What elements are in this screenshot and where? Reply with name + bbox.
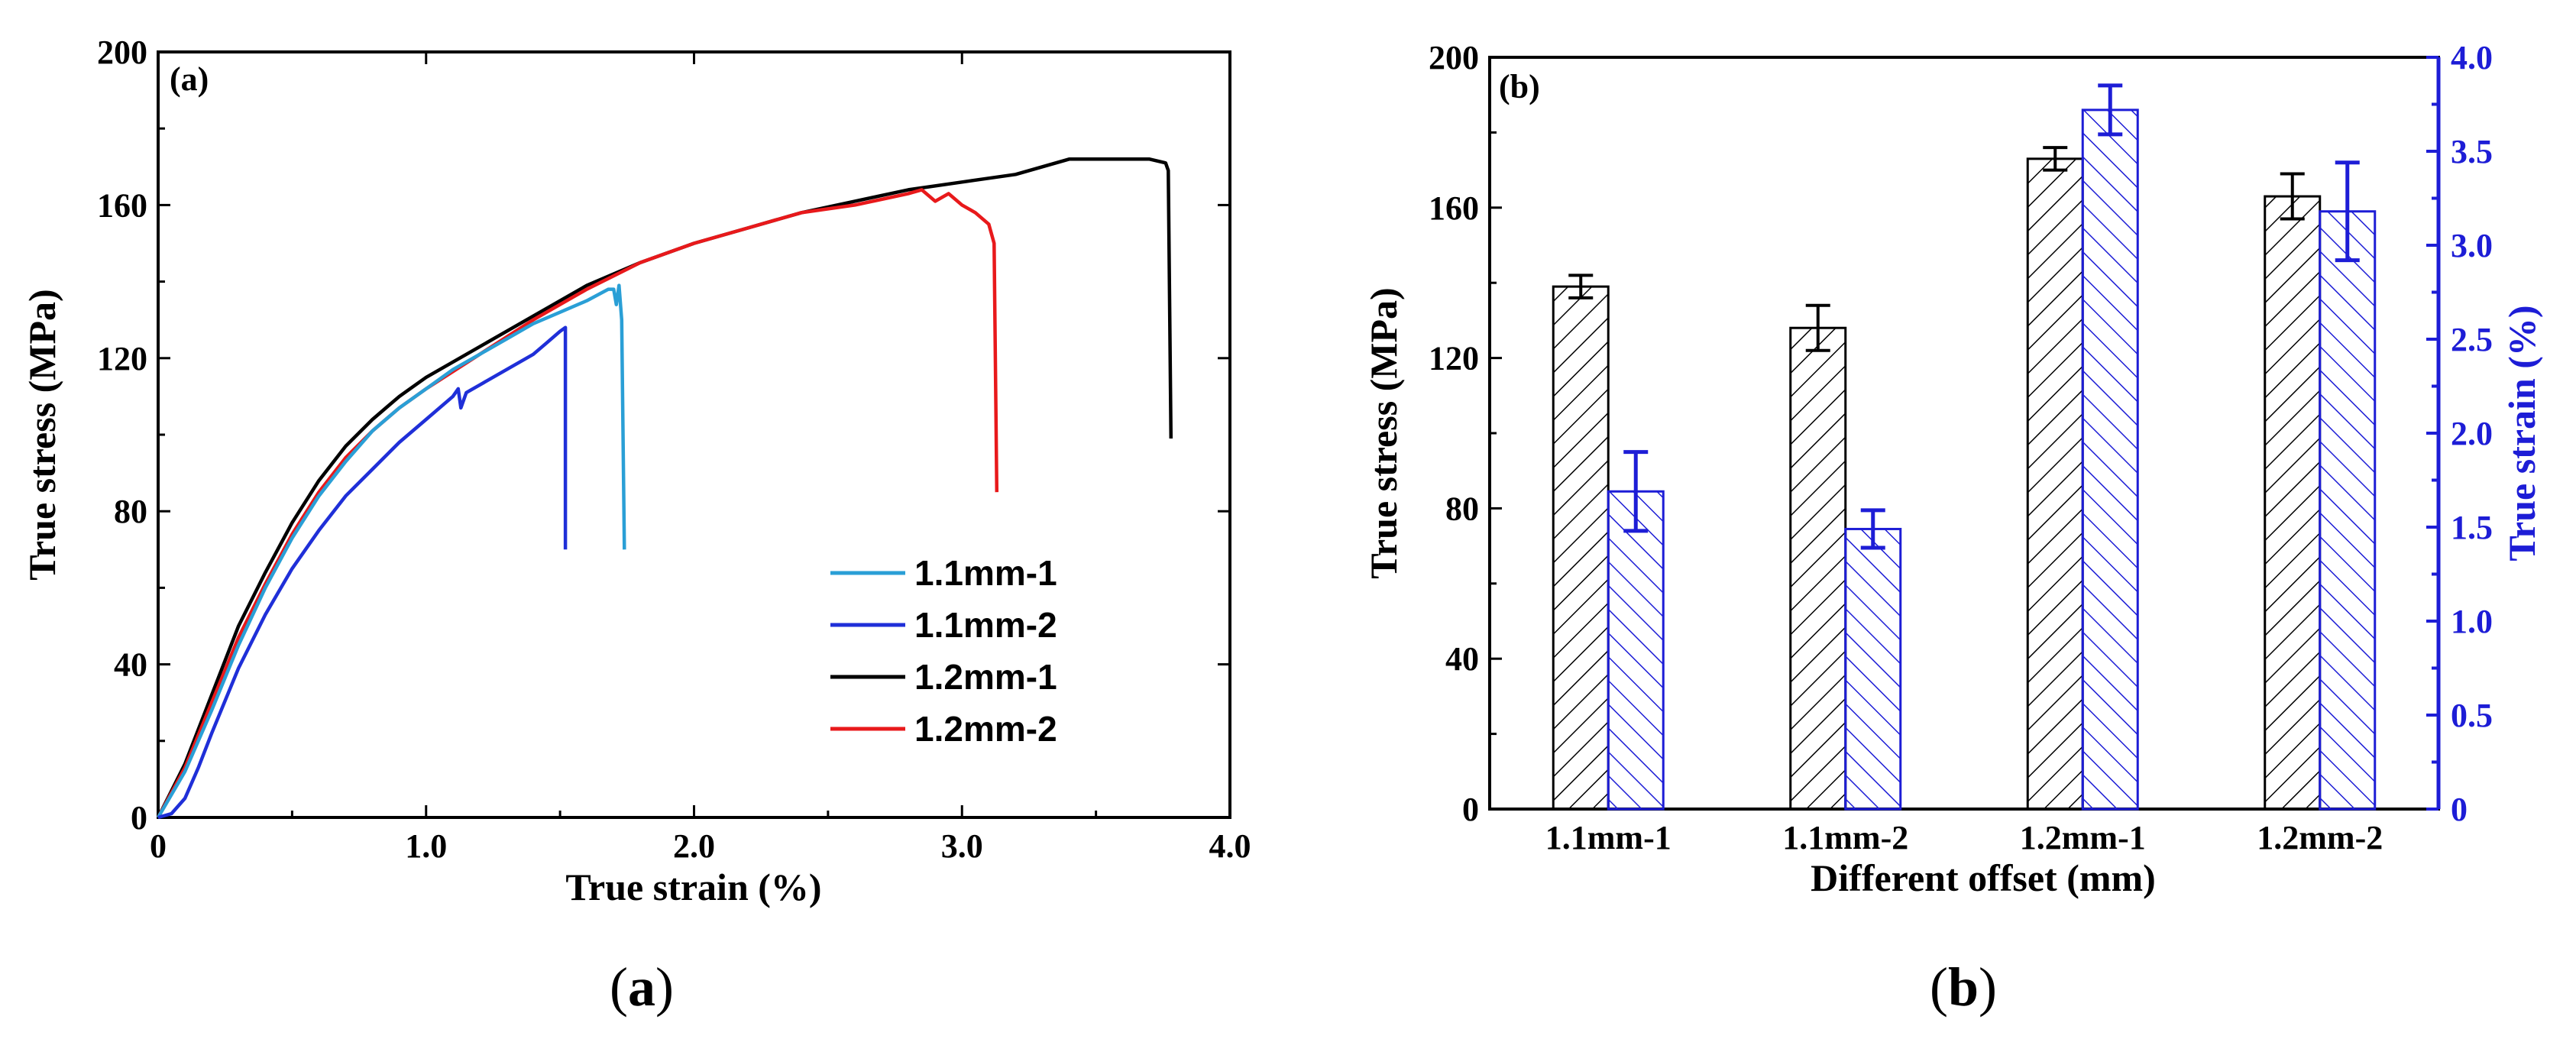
panel-b-error-bars: [1568, 83, 2360, 550]
series-line-1-1mm-2: [157, 325, 568, 820]
panel-a-frame: [157, 50, 1231, 819]
x-tick-label: 0: [150, 827, 167, 865]
panel-b-tag: (b): [1499, 68, 1540, 105]
panel-a-y-axis-title: True stress (MPa): [21, 289, 63, 580]
bar-stress-1-2mm-1: [2026, 157, 2084, 811]
panel-b-left-tick-labels: 0 40 80 120 160 200: [1429, 39, 1479, 828]
y2-tick-label: 0.5: [2451, 697, 2493, 734]
y-tick-label: 0: [131, 799, 147, 837]
y-tick-label: 120: [1429, 340, 1479, 377]
y-tick-label: 200: [1429, 39, 1479, 76]
legend-label-1-2mm-2: 1.2mm-2: [914, 709, 1057, 749]
series-line-1-1mm-1: [157, 283, 626, 819]
y-tick-label: 200: [97, 34, 147, 71]
y-tick-label: 0: [1462, 791, 1479, 828]
panel-b-x-axis-title: Different offset (mm): [1811, 856, 2156, 899]
panel-b-category-labels: 1.1mm-1 1.1mm-2 1.2mm-1 1.2mm-2: [1545, 819, 2383, 856]
legend-label-1-1mm-1: 1.1mm-1: [914, 553, 1057, 593]
x-tick-label: 1.0: [405, 827, 447, 865]
y2-tick-label: 1.0: [2451, 603, 2493, 640]
panel-a-legend: 1.1mm-1 1.1mm-2 1.2mm-1 1.2mm-2: [830, 553, 1057, 749]
category-label-1-2mm-1: 1.2mm-1: [2020, 819, 2146, 856]
panel-b-y-axis-title: True stress (MPa): [1362, 287, 1405, 578]
y2-tick-label: 3.5: [2451, 133, 2493, 170]
bar-strain-1-2mm-2: [2319, 210, 2377, 811]
panel-a-ticks: [157, 50, 1231, 819]
x-tick-label: 4.0: [1209, 827, 1251, 865]
y2-tick-label: 4.0: [2451, 39, 2493, 76]
y-tick-label: 80: [1445, 490, 1479, 527]
y-tick-label: 40: [1445, 640, 1479, 678]
y2-tick-label: 1.5: [2451, 509, 2493, 546]
bar-stress-1-1mm-2: [1789, 326, 1847, 811]
bar-strain-1-1mm-1: [1607, 490, 1665, 811]
category-label-1-2mm-2: 1.2mm-2: [2257, 819, 2383, 856]
panel-b-bar-chart: 0 40 80 120 160 200 0 0.5 1.0 1.5 2.0 2.5 3.0 3.5 4.0…: [1362, 39, 2543, 1018]
bar-stress-1-2mm-2: [2264, 195, 2322, 811]
category-label-1-1mm-2: 1.1mm-2: [1782, 819, 1908, 856]
y2-tick-label: 3.0: [2451, 227, 2493, 264]
legend-label-1-2mm-1: 1.2mm-1: [914, 657, 1057, 697]
y-tick-label: 160: [97, 186, 147, 224]
panel-a-x-tick-labels: 0 1.0 2.0 3.0 4.0: [150, 827, 1251, 865]
x-tick-label: 2.0: [673, 827, 715, 865]
panel-a-tag: (a): [170, 60, 209, 98]
panel-b-y2-axis-title: True strain (%): [2500, 305, 2543, 561]
category-label-1-1mm-1: 1.1mm-1: [1545, 819, 1671, 856]
panel-a-x-axis-title: True strain (%): [565, 866, 821, 908]
y2-tick-label: 0: [2451, 791, 2468, 828]
y2-tick-label: 2.5: [2451, 321, 2493, 358]
bar-strain-1-1mm-2: [1844, 527, 1902, 811]
panel-a-series-lines: [156, 157, 1173, 820]
y-tick-label: 80: [114, 493, 147, 530]
bar-stress-1-1mm-1: [1552, 285, 1610, 811]
panel-b-bars: [1552, 108, 2377, 811]
panel-a-caption: (a): [610, 956, 674, 1018]
y-tick-label: 40: [114, 646, 147, 684]
legend-label-1-1mm-2: 1.1mm-2: [914, 605, 1057, 645]
y-tick-label: 160: [1429, 189, 1479, 227]
bar-strain-1-2mm-1: [2081, 108, 2139, 811]
x-tick-label: 3.0: [941, 827, 983, 865]
panel-a-y-tick-labels: 0 40 80 120 160 200: [97, 34, 147, 837]
panel-b-caption: (b): [1930, 956, 1997, 1018]
series-line-1-2mm-2: [157, 188, 999, 819]
panel-b-right-tick-labels: 0 0.5 1.0 1.5 2.0 2.5 3.0 3.5 4.0: [2451, 39, 2493, 828]
y-tick-label: 120: [97, 340, 147, 377]
panel-a-line-chart: 0 1.0 2.0 3.0 4.0 0 40 80 120 160 200 (a) True st…: [21, 34, 1251, 1018]
y2-tick-label: 2.0: [2451, 415, 2493, 452]
